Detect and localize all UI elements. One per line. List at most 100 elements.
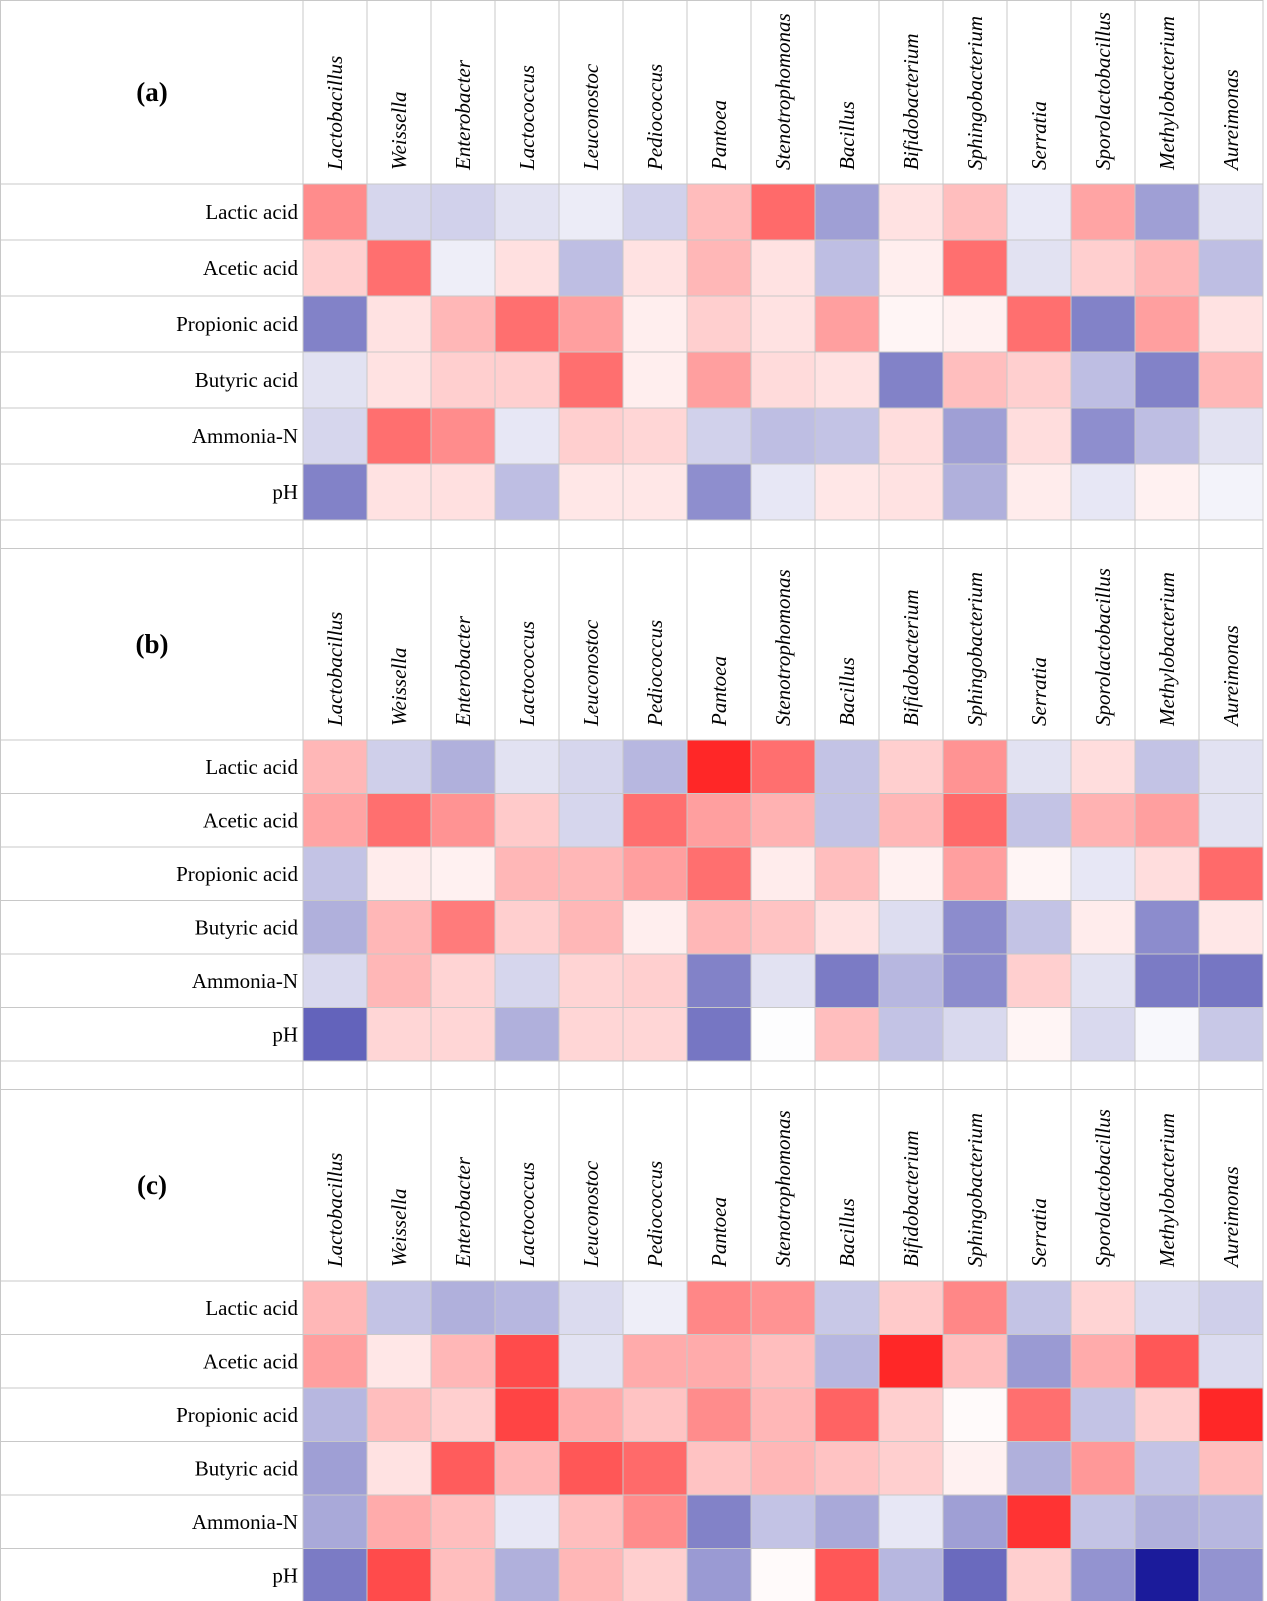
heatmap-cell (878, 1387, 944, 1442)
heatmap-cell (1006, 351, 1072, 409)
heatmap-cell (1198, 1334, 1264, 1389)
heatmap-cell (558, 239, 624, 297)
heatmap-cell (686, 1494, 752, 1549)
heatmap-cell (878, 183, 944, 241)
heatmap-cell (1134, 351, 1200, 409)
heatmap-cell (302, 1494, 368, 1549)
heatmap-cell (1006, 463, 1072, 521)
column-label: Leuconostoc (579, 63, 603, 171)
heatmap-cell (494, 900, 560, 955)
heatmap-cell (430, 1441, 496, 1496)
row-label: Lactic acid (205, 755, 298, 779)
heatmap-cell (1070, 295, 1136, 353)
heatmap-cell (750, 846, 816, 901)
column-label: Bifidobacterium (899, 34, 923, 170)
heatmap-cell (942, 1494, 1008, 1549)
row-label: Butyric acid (195, 1456, 299, 1480)
heatmap-cell (622, 1387, 688, 1442)
heatmap-cell (366, 1007, 432, 1062)
heatmap-cell (494, 1494, 560, 1549)
heatmap-cell (1198, 1548, 1264, 1601)
heatmap-cell (750, 295, 816, 353)
heatmap-cell (366, 239, 432, 297)
heatmap-cell (558, 793, 624, 848)
heatmap-cell (302, 1548, 368, 1601)
heatmap-cell (302, 1387, 368, 1442)
heatmap-cell (494, 793, 560, 848)
heatmap-cell (302, 739, 368, 794)
heatmap-cell (1198, 793, 1264, 848)
heatmap-cell (1134, 1387, 1200, 1442)
column-label: Lactococcus (515, 621, 539, 727)
heatmap-cell (494, 1441, 560, 1496)
heatmap-cell (1198, 953, 1264, 1008)
heatmap-cell (558, 1494, 624, 1549)
heatmap-cell (1134, 1334, 1200, 1389)
heatmap-cell (1070, 463, 1136, 521)
heatmap-cell (1134, 739, 1200, 794)
column-label: Aureimonas (1219, 625, 1243, 728)
heatmap-cell (1198, 1494, 1264, 1549)
heatmap-cell (1134, 846, 1200, 901)
heatmap-cell (942, 793, 1008, 848)
heatmap-cell (622, 953, 688, 1008)
heatmap-cell (558, 1334, 624, 1389)
heatmap-cell (366, 351, 432, 409)
heatmap-cell (686, 1280, 752, 1335)
heatmap-cell (1134, 239, 1200, 297)
heatmap-cell (430, 900, 496, 955)
heatmap-cell (1006, 793, 1072, 848)
column-label: Pantoea (707, 100, 731, 171)
heatmap-cell (686, 953, 752, 1008)
heatmap-cell (558, 1387, 624, 1442)
heatmap-cell (878, 739, 944, 794)
heatmap-cell (430, 1334, 496, 1389)
heatmap-cell (942, 739, 1008, 794)
heatmap-cell (942, 1387, 1008, 1442)
heatmap-cell (366, 739, 432, 794)
row-label: Ammonia-N (192, 424, 298, 448)
column-label: Pantoea (707, 656, 731, 727)
panel-c: (c) Lactobacillus Weissella Enterobacter Lac… (0, 1089, 1264, 1601)
column-label: Enterobacter (451, 1156, 475, 1268)
heatmap-cell (366, 295, 432, 353)
heatmap-cell (558, 739, 624, 794)
column-label: Serratia (1027, 1198, 1051, 1267)
column-label: Weissella (387, 647, 411, 726)
heatmap-cell (1198, 239, 1264, 297)
heatmap-cell (494, 1007, 560, 1062)
heatmap-cell (1198, 1441, 1264, 1496)
heatmap-cell (1070, 739, 1136, 794)
column-label: Sphingobacterium (963, 16, 987, 170)
heatmap-cell (1198, 1007, 1264, 1062)
heatmap-cell (942, 1007, 1008, 1062)
heatmap-cell (558, 407, 624, 465)
column-label: Lactococcus (515, 65, 539, 171)
heatmap-cell (366, 1494, 432, 1549)
column-label: Enterobacter (451, 59, 475, 171)
heatmap-cell (942, 953, 1008, 1008)
column-label: Pediococcus (643, 64, 667, 171)
heatmap-cell (494, 1548, 560, 1601)
heatmap-cell (494, 846, 560, 901)
heatmap-cell (1198, 295, 1264, 353)
heatmap-cell (686, 407, 752, 465)
heatmap-cell (622, 183, 688, 241)
column-label: Stenotrophomonas (771, 13, 795, 170)
heatmap-cell (750, 1280, 816, 1335)
row-label: pH (272, 1022, 298, 1046)
panel-label: (a) (136, 77, 167, 107)
column-label: Bacillus (835, 1198, 859, 1267)
heatmap-cell (1198, 463, 1264, 521)
column-label: Methylobacterium (1155, 1113, 1179, 1268)
heatmap-cell (686, 463, 752, 521)
heatmap-cell (686, 900, 752, 955)
heatmap-cell (1198, 351, 1264, 409)
column-label: Bacillus (835, 657, 859, 726)
heatmap-cell (686, 351, 752, 409)
heatmap-cell (1006, 1334, 1072, 1389)
heatmap-cell (686, 1007, 752, 1062)
heatmap-cell (1070, 900, 1136, 955)
heatmap-cell (430, 239, 496, 297)
